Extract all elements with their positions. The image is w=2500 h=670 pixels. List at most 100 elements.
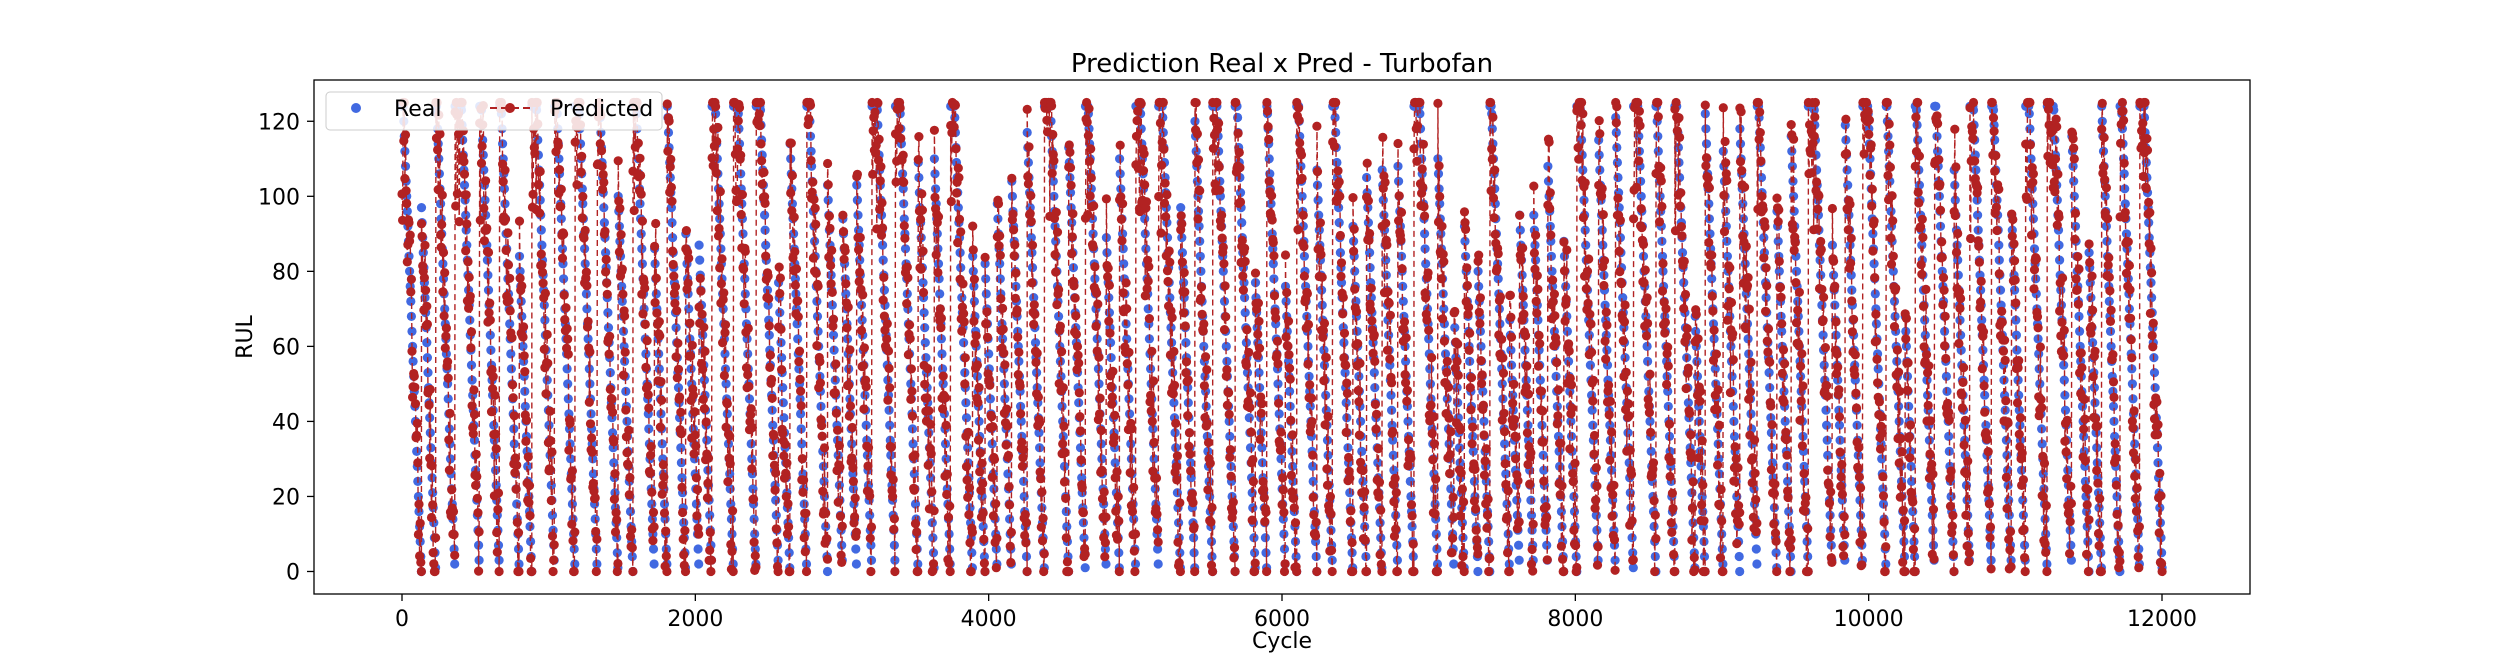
predicted-point [1362,158,1372,168]
predicted-point [428,548,438,558]
predicted-point [1258,477,1268,487]
predicted-point [620,347,630,357]
real-point [608,428,618,438]
predicted-point [876,162,886,172]
predicted-point [1404,435,1414,445]
predicted-point [584,397,594,407]
predicted-point [1311,517,1321,527]
predicted-point [664,116,674,126]
predicted-point [844,380,854,390]
predicted-point [614,247,625,257]
predicted-point [687,340,697,350]
predicted-point [1389,497,1399,507]
predicted-point [444,465,454,475]
predicted-point [1465,383,1475,393]
predicted-point [1439,257,1449,267]
predicted-point [783,499,793,509]
predicted-point [1269,291,1280,301]
predicted-point [967,527,978,537]
predicted-point [873,98,883,108]
predicted-point [624,425,634,435]
predicted-point [650,298,660,308]
predicted-point [922,393,932,403]
predicted-point [907,411,918,421]
predicted-point [1317,272,1327,282]
predicted-point [1219,259,1229,269]
predicted-point [1212,97,1222,108]
predicted-point [474,527,484,537]
real-point [1920,315,1930,325]
predicted-point [1500,427,1510,437]
predicted-point [1035,418,1045,428]
predicted-point [903,350,914,360]
predicted-point [795,374,805,384]
predicted-point [858,290,868,300]
predicted-point [879,272,889,282]
predicted-point [944,558,954,568]
predicted-point [882,319,892,329]
predicted-point [1072,341,1083,352]
real-point [727,529,737,539]
predicted-point [1368,348,1378,358]
real-point [542,375,552,385]
predicted-point [1473,549,1483,559]
predicted-point [1396,235,1406,245]
predicted-point [1289,503,1299,513]
predicted-point [850,493,860,503]
predicted-point [1235,197,1246,207]
predicted-point [1279,507,1289,517]
predicted-point [1238,271,1248,281]
predicted-point [907,386,917,396]
predicted-point [505,306,515,316]
predicted-point [1342,378,1352,388]
predicted-point [706,555,717,565]
predicted-point [577,213,587,223]
predicted-point [513,528,524,538]
predicted-point [878,223,888,233]
predicted-point [1305,380,1315,390]
predicted-point [1459,497,1469,507]
real-point [1934,191,1944,201]
predicted-point [1208,566,1218,577]
predicted-point [969,316,979,326]
predicted-point [863,461,873,471]
predicted-point [1144,262,1154,272]
predicted-point [818,486,828,496]
real-point [408,356,418,366]
predicted-point [1477,370,1487,380]
predicted-point [1277,500,1287,510]
predicted-point [602,278,612,288]
predicted-point [906,364,917,374]
predicted-point [567,466,578,476]
predicted-point [691,473,702,483]
real-point [648,544,659,554]
predicted-point [477,141,487,151]
predicted-point [563,349,573,359]
predicted-point [1296,150,1307,160]
predicted-point [1525,479,1535,489]
predicted-point [1240,243,1250,253]
real-point [1196,266,1206,276]
predicted-point [1420,211,1430,221]
predicted-point [767,374,777,385]
predicted-point [1516,255,1526,265]
real-point [588,469,599,479]
predicted-point [659,472,669,482]
predicted-point [692,484,703,495]
predicted-point [809,194,819,205]
predicted-point [861,382,871,392]
predicted-point [1039,566,1049,577]
predicted-point [728,506,738,516]
predicted-point [406,274,416,284]
predicted-point [964,510,974,520]
predicted-point [1528,566,1538,576]
real-point [694,240,704,250]
predicted-point [865,533,875,543]
predicted-point [1390,473,1400,483]
real-point [726,514,737,524]
predicted-point [547,447,557,457]
real-point [1821,405,1831,415]
predicted-point [842,323,852,333]
predicted-point [826,260,836,271]
predicted-point [1448,492,1458,502]
